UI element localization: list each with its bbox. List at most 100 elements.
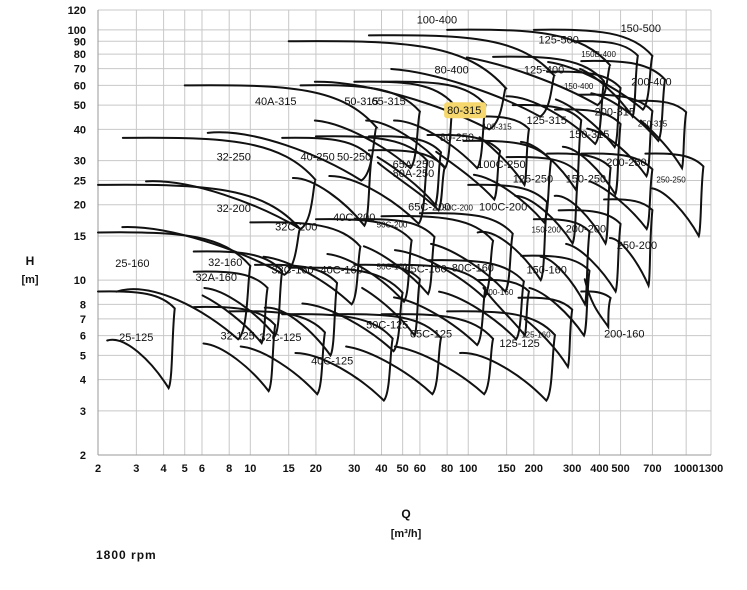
pump-curve [192, 270, 269, 345]
pump-curve [249, 221, 362, 306]
y-tick-label: 30 [74, 156, 86, 168]
pump-label: 200-400 [631, 76, 671, 88]
pump-label: 125-125 [499, 338, 539, 350]
x-tick-label: 10 [244, 463, 256, 475]
pump-curve [287, 40, 508, 131]
pump-label: 32C-125 [259, 332, 301, 344]
pump-curve [314, 218, 413, 304]
pump-label: 25-160 [115, 258, 149, 270]
pump-curve [281, 313, 394, 403]
y-tick-label: 80 [74, 49, 86, 61]
pump-curve [580, 278, 612, 331]
y-tick-label: 8 [80, 299, 86, 311]
x-tick-label: 20 [310, 463, 322, 475]
pump-label: 80-315 [447, 105, 481, 117]
x-tick-label: 1300 [699, 463, 723, 475]
y-tick-label: 4 [80, 375, 87, 387]
pump-label: 200-315 [595, 106, 635, 118]
x-tick-label: 200 [525, 463, 543, 475]
pump-curve [367, 135, 443, 207]
pump-label: 32-250 [217, 152, 251, 164]
pump-curve [644, 152, 705, 239]
pump-curve [577, 93, 654, 179]
pump-label: 40C-160 [321, 265, 363, 277]
pump-curve [633, 99, 688, 171]
pump-label: 80-400 [434, 64, 468, 76]
pump-label: 80-250 [440, 132, 474, 144]
x-tick-label: 1000 [674, 463, 698, 475]
pump-curve [517, 296, 574, 370]
pump-curves [97, 28, 705, 403]
x-tick-label: 3 [133, 463, 139, 475]
x-tick-label: 100 [459, 463, 477, 475]
pump-label: 150-400 [564, 82, 594, 91]
pump-label: 32A-160 [195, 272, 237, 284]
pump-label: 100-160 [484, 288, 514, 297]
x-axis-title: Q [401, 507, 410, 521]
pump-label: 50C-200 [377, 221, 408, 230]
x-tick-label: 4 [161, 463, 168, 475]
y-tick-label: 40 [74, 124, 86, 136]
pump-curve [353, 263, 421, 338]
pump-curve [462, 139, 553, 225]
pump-curve [471, 115, 531, 188]
pump-label: 50C-125 [366, 320, 408, 332]
pump-label: 150-200 [531, 225, 561, 234]
x-tick-label: 50 [397, 463, 409, 475]
y-tick-label: 10 [74, 275, 86, 287]
x-tick-label: 80 [441, 463, 453, 475]
pump-curve [121, 136, 317, 231]
pump-label: 200-160 [604, 328, 644, 340]
pump-curve [467, 183, 549, 283]
y-tick-label: 120 [68, 5, 86, 17]
y-tick-label: 60 [74, 80, 86, 92]
pump-label: 125-160 [521, 330, 551, 339]
pump-label: 125-250 [513, 174, 553, 186]
pump-label: 100-400 [417, 14, 457, 26]
y-tick-label: 7 [80, 314, 86, 326]
pump-curve [380, 313, 495, 396]
y-axis-title: H [26, 254, 35, 268]
pump-label: 200-200 [566, 223, 606, 235]
y-tick-label: 6 [80, 331, 86, 343]
pump-curve [97, 290, 176, 391]
x-axis-unit: [m³/h] [391, 528, 422, 540]
pump-curve [353, 218, 436, 296]
y-tick-label: 2 [80, 450, 86, 462]
pump-label: 200-250 [606, 157, 646, 169]
pump-label: 125-315 [526, 115, 566, 127]
pump-curve [281, 136, 373, 228]
pump-curve [571, 40, 639, 119]
pump-label: 100C-250 [477, 159, 525, 171]
pump-label: 80A-250 [393, 168, 435, 180]
pump-curve [367, 149, 446, 213]
pump-label: 40C-200 [333, 212, 375, 224]
pump-label: 32-160 [208, 257, 242, 269]
pump-label: 150-250 [566, 174, 606, 186]
pump-label: 40A-315 [255, 96, 297, 108]
x-tick-label: 8 [226, 463, 232, 475]
pump-label: 250-315 [638, 120, 668, 129]
y-tick-label: 15 [74, 231, 86, 243]
pump-curve [380, 215, 495, 300]
pump-curve [314, 135, 429, 226]
x-tick-label: 150 [497, 463, 515, 475]
pump-curve [192, 250, 284, 338]
pump-curve [603, 198, 654, 289]
pump-curve [511, 103, 583, 192]
pump-curve [418, 212, 514, 294]
x-tick-label: 700 [643, 463, 661, 475]
pump-curve [492, 55, 606, 146]
pump-curve [532, 218, 591, 307]
x-tick-label: 500 [611, 463, 629, 475]
pump-label: 100-315 [482, 122, 512, 131]
pump-label: 40C-125 [311, 355, 353, 367]
pump-label: 32-125 [221, 330, 255, 342]
pump-label: 65-315 [372, 96, 406, 108]
y-tick-label: 3 [80, 406, 86, 418]
pump-label: 80C-200 [442, 203, 473, 212]
x-tick-label: 400 [590, 463, 608, 475]
x-tick-label: 40 [375, 463, 387, 475]
pump-label: 150B-400 [581, 50, 616, 59]
pump-curve [97, 183, 302, 276]
